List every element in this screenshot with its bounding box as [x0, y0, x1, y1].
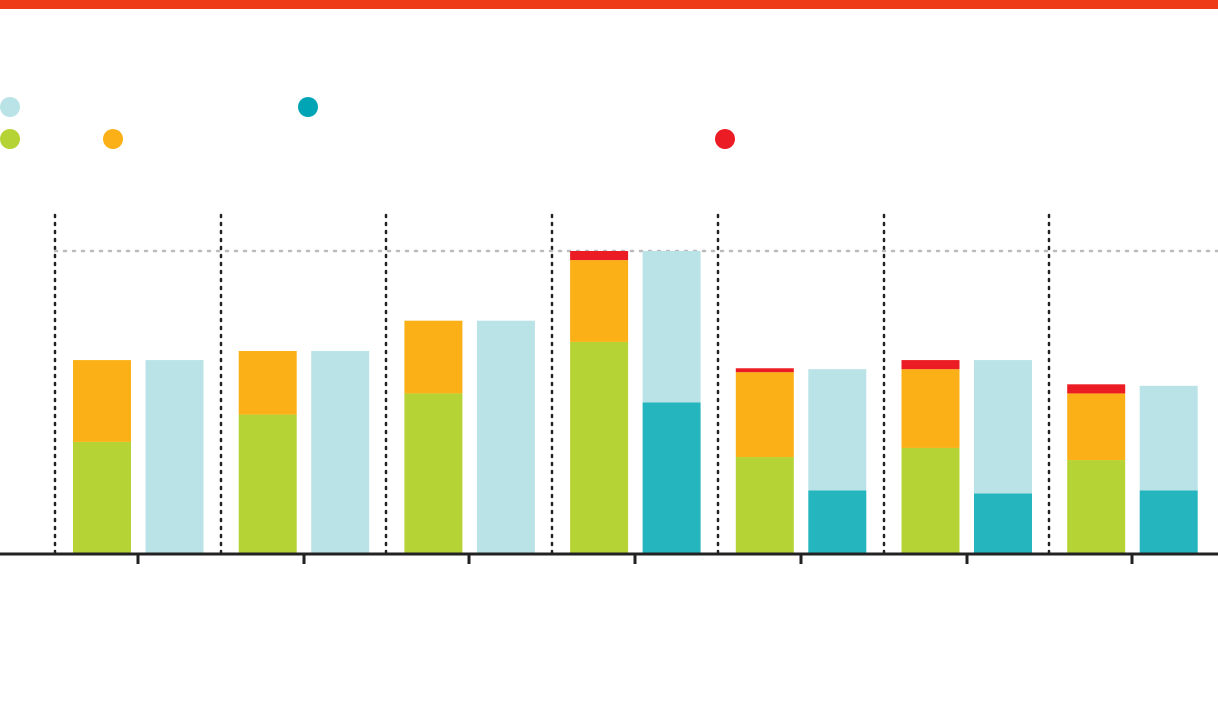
- red-dot-icon: [715, 129, 735, 149]
- brand-top-bar: [0, 0, 1218, 9]
- left-bar-orange: [1067, 393, 1126, 461]
- right-bar-light-blue: [476, 320, 535, 554]
- left-bar-green: [570, 341, 629, 554]
- left-bar-green: [73, 441, 131, 554]
- left-bar-orange: [404, 320, 463, 394]
- light-blue-dot-icon: [0, 97, 20, 117]
- chart-guides: [53, 213, 1218, 556]
- orange-dot-icon: [103, 129, 123, 149]
- left-bar-orange: [238, 350, 297, 415]
- right-bar-teal: [1139, 490, 1198, 554]
- left-bar-green: [735, 457, 794, 554]
- left-bar-green: [404, 393, 463, 554]
- x-axis: [0, 552, 1218, 564]
- left-bar-orange: [570, 260, 629, 342]
- left-bar-orange: [735, 372, 794, 458]
- right-bar-light-blue: [1139, 385, 1198, 491]
- left-bar-red: [1067, 384, 1126, 394]
- right-bar-light-blue: [145, 360, 204, 554]
- green-dot-icon: [0, 129, 20, 149]
- left-bar-orange: [73, 360, 131, 442]
- left-bar-red: [570, 251, 629, 261]
- left-bar-red: [735, 368, 794, 373]
- right-bar-light-blue: [642, 251, 701, 403]
- right-bar-teal: [808, 490, 867, 554]
- left-bar-green: [901, 447, 960, 554]
- chart-bars: [73, 251, 1198, 554]
- legend: [0, 97, 735, 149]
- left-bar-orange: [901, 369, 960, 448]
- right-bar-light-blue: [808, 369, 867, 491]
- right-bar-light-blue: [311, 350, 370, 554]
- teal-dot-icon: [298, 97, 318, 117]
- right-bar-teal: [642, 402, 701, 554]
- left-bar-green: [238, 414, 297, 554]
- right-bar-light-blue: [974, 360, 1032, 494]
- right-bar-teal: [974, 493, 1032, 554]
- left-bar-green: [1067, 460, 1126, 554]
- left-bar-red: [901, 360, 960, 370]
